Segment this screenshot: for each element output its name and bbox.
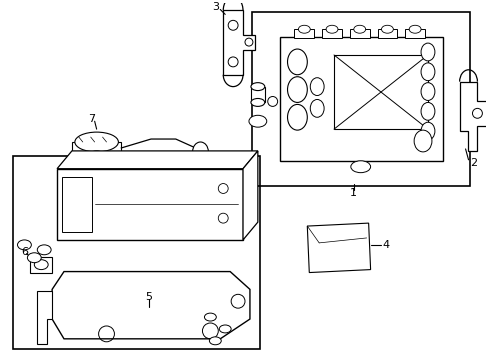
Bar [13, 156, 259, 349]
Ellipse shape [298, 25, 310, 33]
Polygon shape [57, 151, 257, 169]
Ellipse shape [310, 99, 324, 117]
Ellipse shape [250, 99, 264, 107]
Ellipse shape [75, 132, 118, 152]
Bar [251, 13, 468, 185]
Ellipse shape [27, 253, 41, 263]
Bar [103, 299, 202, 302]
Ellipse shape [325, 25, 337, 33]
Ellipse shape [287, 49, 306, 75]
Text: 5: 5 [145, 292, 152, 302]
Text: 2: 2 [469, 158, 476, 168]
Ellipse shape [310, 78, 324, 95]
Polygon shape [243, 151, 257, 240]
Ellipse shape [88, 151, 104, 161]
Polygon shape [459, 82, 487, 151]
Ellipse shape [37, 245, 51, 255]
Ellipse shape [250, 83, 264, 91]
Bar [30, 257, 52, 273]
Ellipse shape [287, 104, 306, 130]
Text: 1: 1 [349, 188, 357, 198]
Ellipse shape [18, 240, 31, 250]
Ellipse shape [420, 63, 434, 81]
Ellipse shape [287, 77, 306, 103]
Polygon shape [37, 291, 52, 344]
Bar [322, 29, 341, 38]
Bar [250, 87, 264, 103]
Bar [94, 294, 202, 307]
Bar [377, 29, 397, 38]
Text: 7: 7 [88, 114, 95, 124]
Ellipse shape [420, 83, 434, 100]
Bar [57, 169, 243, 240]
Ellipse shape [381, 25, 392, 33]
Polygon shape [306, 223, 370, 273]
Bar [72, 142, 121, 156]
Bar [83, 289, 202, 312]
Bar [62, 177, 91, 232]
Polygon shape [223, 10, 254, 75]
Ellipse shape [413, 130, 431, 152]
Ellipse shape [192, 142, 208, 162]
Ellipse shape [408, 25, 420, 33]
Ellipse shape [204, 313, 216, 321]
Bar [294, 29, 314, 38]
Polygon shape [52, 271, 249, 339]
Ellipse shape [267, 96, 277, 107]
Text: 3: 3 [211, 3, 218, 13]
Ellipse shape [91, 160, 102, 168]
Ellipse shape [219, 325, 231, 333]
Ellipse shape [420, 43, 434, 61]
Ellipse shape [248, 115, 266, 127]
Bar [279, 37, 442, 161]
Bar [349, 29, 369, 38]
Ellipse shape [209, 337, 221, 345]
Text: 6: 6 [21, 247, 28, 257]
Bar [333, 55, 427, 129]
Bar [405, 29, 424, 38]
Text: 4: 4 [382, 240, 389, 250]
Ellipse shape [420, 122, 434, 140]
Bar [93, 156, 101, 164]
Bar [74, 282, 222, 324]
Ellipse shape [420, 103, 434, 120]
Ellipse shape [350, 161, 370, 173]
Ellipse shape [353, 25, 365, 33]
